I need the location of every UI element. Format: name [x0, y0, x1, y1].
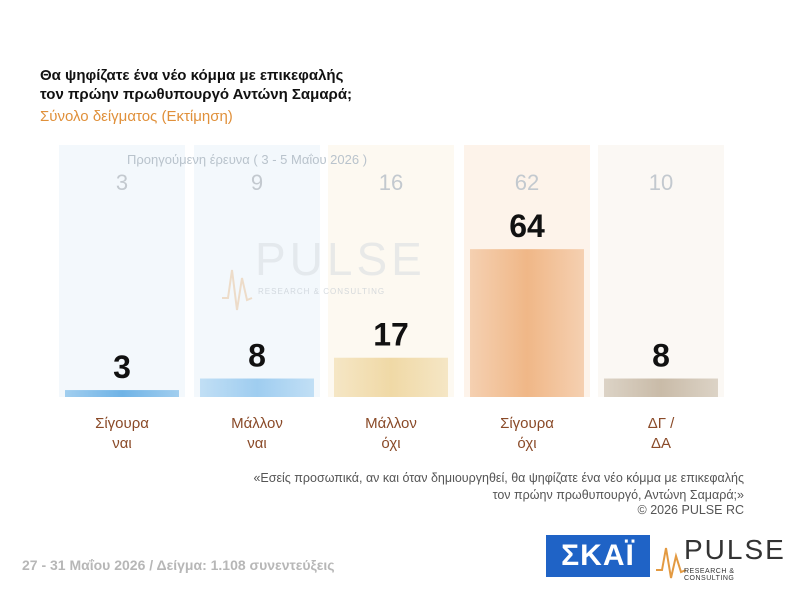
skai-logo: ΣΚΑΪ [546, 535, 650, 577]
bar-value-label: 8 [652, 338, 670, 374]
bar [470, 249, 584, 397]
pulse-watermark-wave-icon [222, 269, 253, 311]
pulse-watermark-sub: RESEARCH & CONSULTING [258, 287, 385, 296]
quote-line-2: τον πρώην πρωθυπουργό, Αντώνη Σαμαρά;» [492, 488, 744, 502]
bar [65, 390, 179, 397]
bar-value-label: 64 [509, 208, 545, 244]
copyright: © 2026 PULSE RC [637, 503, 744, 517]
bar-chart: PULSE RESEARCH & CONSULTING 3 9 16 62 10 3 8 1… [59, 145, 724, 452]
category-label-line-1: Μάλλον [231, 415, 283, 432]
question-quote: «Εσείς προσωπικά, αν και όταν δημιουργηθ… [184, 470, 744, 504]
bar-column-background [194, 145, 320, 397]
category-label-line-1: Σίγουρα [95, 415, 149, 432]
previous-survey-value: 9 [251, 170, 263, 195]
bar-column-background [328, 145, 454, 397]
category-label-line-2: ΔΑ [651, 435, 671, 452]
category-label-line-2: ναι [112, 435, 132, 452]
pulse-logo-sub: RESEARCH & CONSULTING [684, 568, 735, 582]
previous-survey-value: 62 [515, 170, 539, 195]
quote-line-1: «Εσείς προσωπικά, αν και όταν δημιουργηθ… [253, 471, 744, 485]
bar-column-background [598, 145, 724, 397]
previous-survey-value: 3 [116, 170, 128, 195]
bar-value-label: 17 [373, 317, 409, 353]
category-label-line-2: ναι [247, 435, 267, 452]
chart-title: Θα ψηφίζατε ένα νέο κόμμα με επικεφαλής … [40, 66, 352, 104]
category-label-line-1: ΔΓ / [648, 415, 675, 432]
bar-value-label: 3 [113, 349, 131, 385]
pulse-watermark: PULSE RESEARCH & CONSULTING [222, 233, 426, 311]
previous-survey-value: 10 [649, 170, 673, 195]
title-line-2: τον πρώην πρωθυπουργό Αντώνη Σαμαρά; [40, 86, 353, 103]
footer-survey-info: 27 - 31 Μαΐου 2026 / Δείγμα: 1.108 συνεν… [22, 557, 335, 573]
bar-value-label: 8 [248, 338, 266, 374]
bar-column-background [59, 145, 185, 397]
bar [334, 357, 448, 397]
category-label-line-2: όχι [381, 435, 400, 452]
pulse-wave-icon [656, 547, 686, 579]
category-label-line-2: όχι [517, 435, 536, 452]
pulse-logo: PULSE RESEARCH & CONSULTING [656, 534, 784, 582]
previous-survey-value: 16 [379, 170, 403, 195]
previous-survey-caption: Προηγούμενη έρευνα ( 3 - 5 Μαΐου 2026 ) [127, 152, 368, 167]
chart-subtitle: Σύνολο δείγματος (Εκτίμηση) [40, 108, 233, 125]
bar [604, 378, 718, 397]
pulse-watermark-word: PULSE [255, 233, 426, 285]
pulse-logo-word: PULSE [684, 534, 786, 565]
title-line-1: Θα ψηφίζατε ένα νέο κόμμα με επικεφαλής [40, 67, 344, 84]
category-label-line-1: Μάλλον [365, 415, 417, 432]
bar [200, 378, 314, 397]
category-label-line-1: Σίγουρα [500, 415, 554, 432]
